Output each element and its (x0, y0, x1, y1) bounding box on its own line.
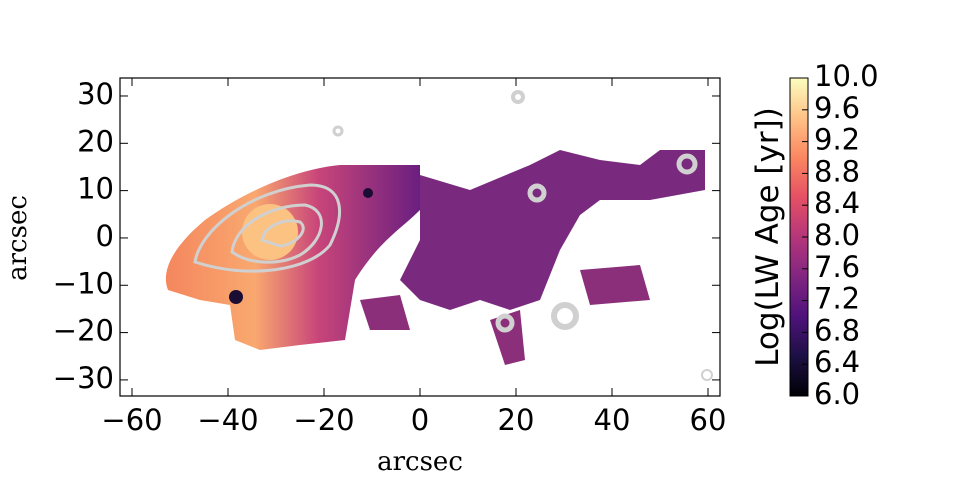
x-tick-label: 20 (498, 403, 535, 437)
colorbar-tick-label: 6.0 (814, 377, 860, 411)
contours (193, 183, 342, 273)
x-tick-label: −60 (101, 403, 162, 437)
colorbar-tick-label: 7.6 (814, 250, 860, 284)
y-tick-label: −10 (53, 266, 114, 300)
colorbar-tick-label: 8.4 (814, 186, 860, 220)
x-tick-label: 60 (690, 403, 727, 437)
x-tick-label: −20 (293, 403, 354, 437)
x-tick-label: 40 (594, 403, 631, 437)
x-tick-label: −40 (197, 403, 258, 437)
y-tick-label: −20 (53, 314, 114, 348)
y-tick-label: 20 (77, 124, 114, 158)
colorbar-tick-label: 9.2 (814, 123, 860, 157)
colorbar-tick-label: 8.8 (814, 154, 860, 188)
colorbar-tick-label: 9.6 (814, 91, 860, 125)
colorbar-tick-label: 6.8 (814, 313, 860, 347)
colorbar-label: Log(LW Age [yr]) (750, 107, 786, 367)
tail-region (400, 150, 705, 310)
x-tick-label: 0 (411, 403, 429, 437)
image-map (165, 90, 713, 381)
colorbar-tick-label: 10.0 (814, 59, 879, 93)
colorbar-tick-label: 6.4 (814, 345, 860, 379)
x-axis-label: arcsec (377, 447, 463, 477)
y-tick-label: 0 (96, 219, 114, 253)
dark-knot (229, 290, 243, 304)
y-tick-label: −30 (53, 361, 114, 395)
masked-stars (332, 90, 713, 381)
y-tick-label: 10 (77, 172, 114, 206)
dark-knot (363, 188, 373, 198)
y-axis-label: arcsec (3, 195, 33, 281)
colorbar-tick-label: 7.2 (814, 282, 860, 316)
y-tick-label: 30 (77, 77, 114, 111)
colorbar-tick-label: 8.0 (814, 218, 860, 252)
